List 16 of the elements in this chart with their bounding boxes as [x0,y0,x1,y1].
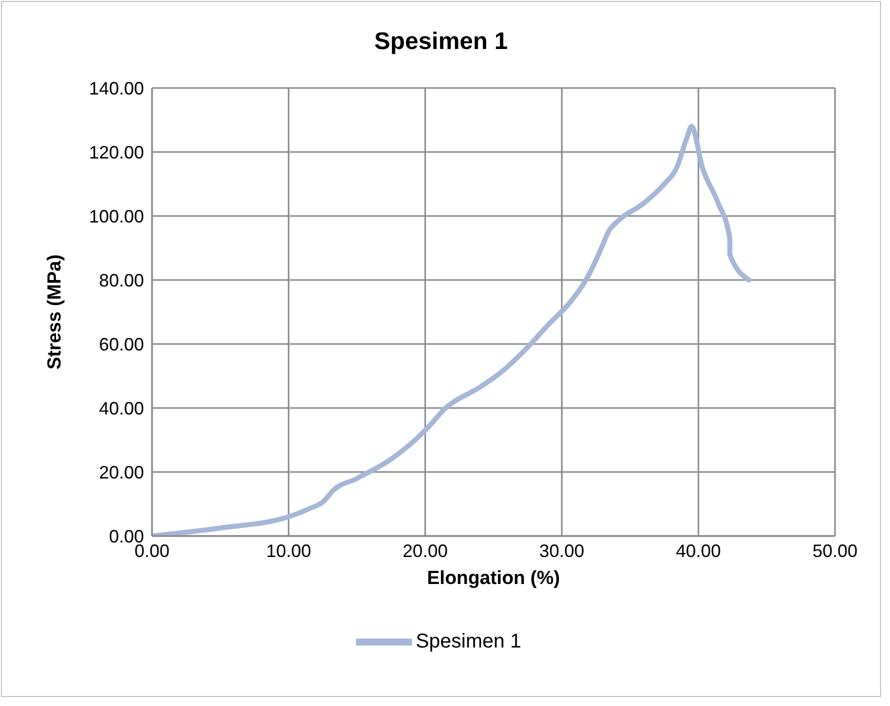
y-tick-label: 140.00 [88,78,144,98]
x-axis-title: Elongation (%) [427,568,560,589]
y-axis-title: Stress (MPa) [44,254,66,370]
y-tick-label: 60.00 [98,334,144,354]
y-tick-label: 120.00 [88,142,144,162]
y-tick-label: 100.00 [88,206,144,226]
x-tick-label: 20.00 [402,540,448,561]
chart-title: Spesimen 1 [373,28,509,56]
y-tick-label: 20.00 [98,462,144,482]
x-tick-label: 40.00 [676,540,721,561]
y-tick-label: 80.00 [98,270,144,290]
x-tick-label: 30.00 [539,540,584,561]
legend-label: Spesimen 1 [416,630,522,652]
y-tick-label: 40.00 [98,398,144,418]
x-tick-label: 10.00 [266,540,312,561]
x-tick-label: 50.00 [812,540,858,561]
